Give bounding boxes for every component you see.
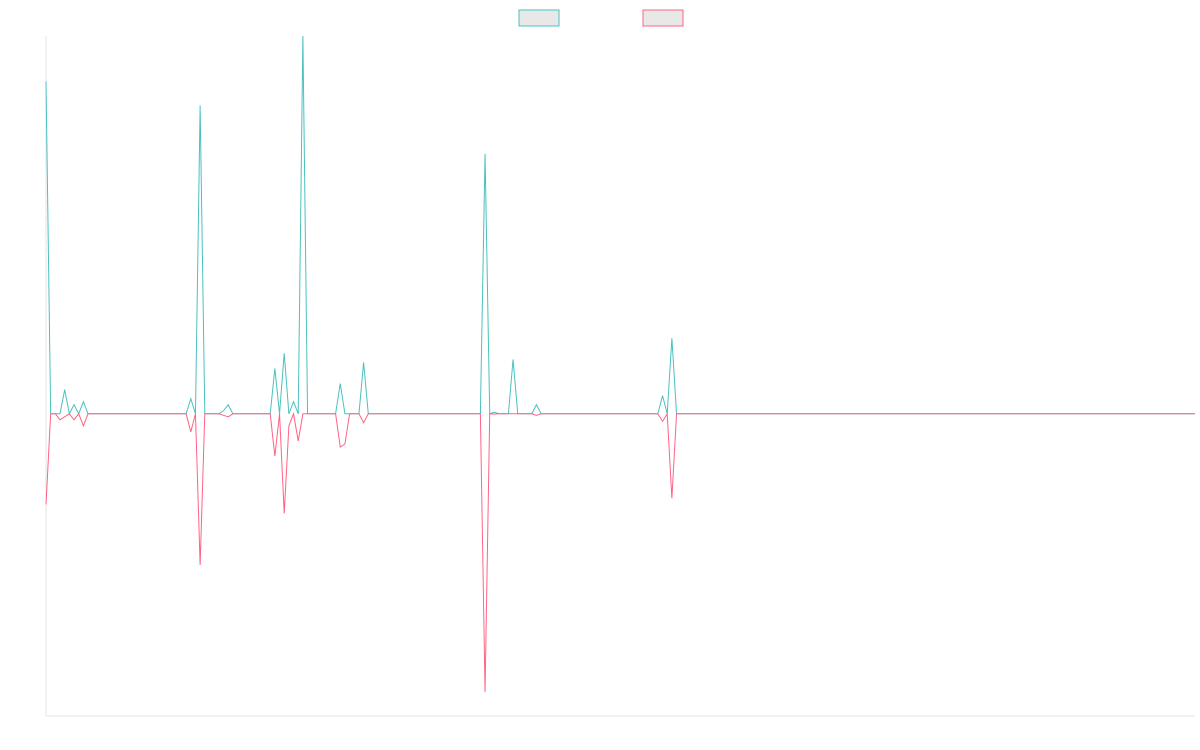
axes (45, 36, 1195, 717)
series-layer (45, 35, 1195, 692)
series-line-2 (45, 411, 1195, 692)
legend-swatch-2[interactable] (642, 9, 684, 27)
legend (518, 9, 684, 27)
series-line-1 (45, 35, 1195, 416)
legend-swatch-1[interactable] (518, 9, 560, 27)
